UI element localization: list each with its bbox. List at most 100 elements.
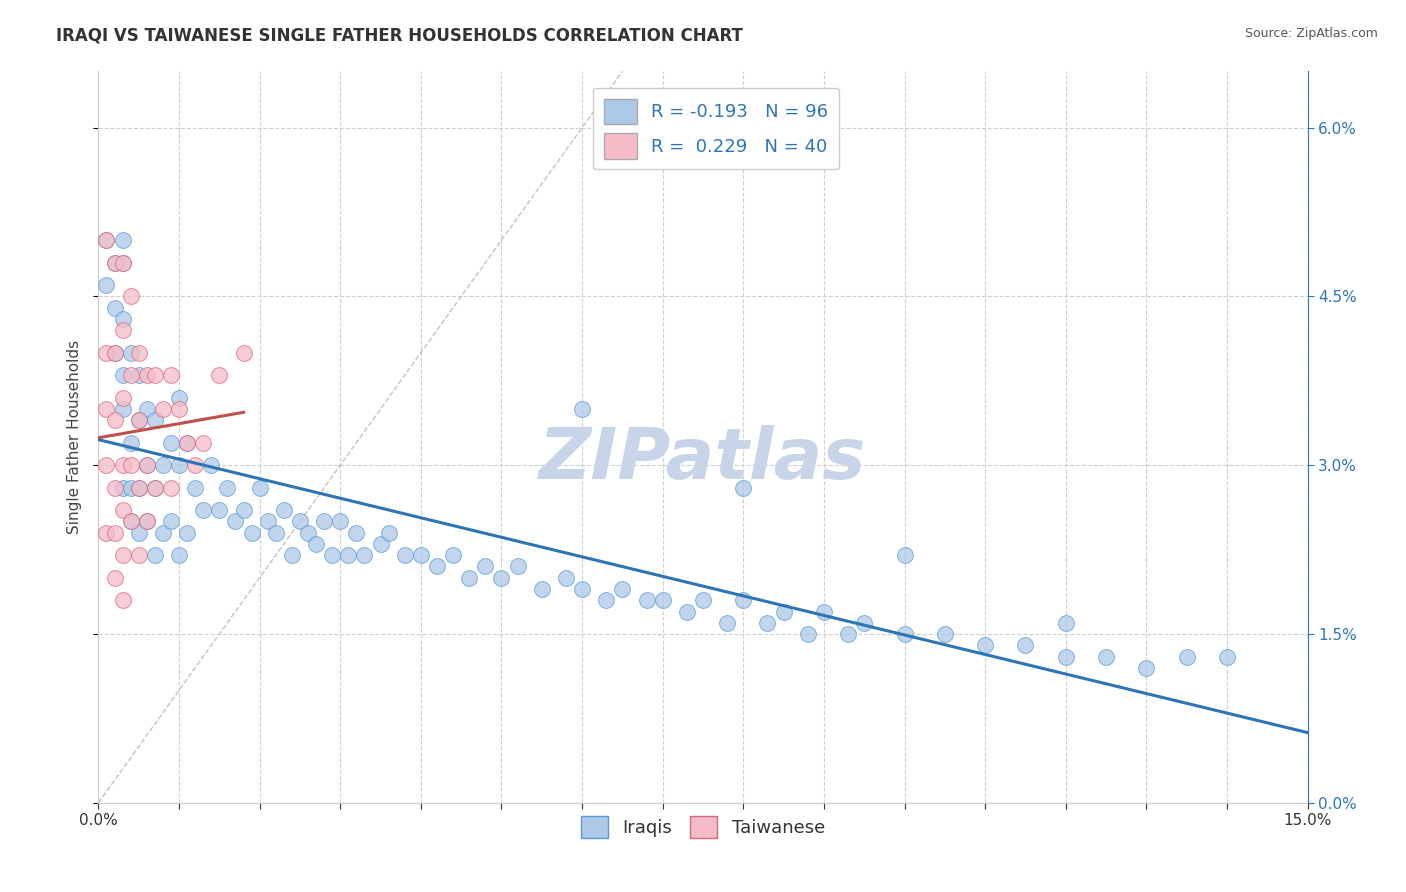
Point: [692, 593, 714, 607]
Point: [143, 481, 166, 495]
Point: [111, 401, 134, 416]
Point: [441, 548, 464, 562]
Point: [135, 515, 157, 529]
Point: [506, 559, 529, 574]
Point: [716, 615, 738, 630]
Point: [297, 525, 319, 540]
Point: [111, 312, 134, 326]
Point: [111, 255, 134, 269]
Point: [595, 593, 617, 607]
Point: [111, 481, 134, 495]
Point: [733, 593, 755, 607]
Point: [103, 345, 125, 359]
Point: [111, 368, 134, 383]
Point: [344, 525, 367, 540]
Point: [370, 537, 392, 551]
Point: [224, 515, 246, 529]
Point: [1095, 649, 1118, 664]
Point: [143, 548, 166, 562]
Point: [120, 481, 142, 495]
Point: [612, 582, 634, 596]
Point: [128, 481, 150, 495]
Point: [176, 435, 198, 450]
Point: [1054, 615, 1077, 630]
Point: [135, 515, 157, 529]
Point: [756, 615, 779, 630]
Point: [249, 481, 271, 495]
Point: [353, 548, 375, 562]
Point: [240, 525, 263, 540]
Point: [305, 537, 328, 551]
Point: [1054, 649, 1077, 664]
Point: [167, 391, 190, 405]
Text: IRAQI VS TAIWANESE SINGLE FATHER HOUSEHOLDS CORRELATION CHART: IRAQI VS TAIWANESE SINGLE FATHER HOUSEHO…: [56, 27, 744, 45]
Point: [135, 368, 157, 383]
Point: [143, 481, 166, 495]
Point: [103, 481, 125, 495]
Point: [160, 481, 183, 495]
Point: [143, 413, 166, 427]
Point: [128, 481, 150, 495]
Point: [128, 368, 150, 383]
Point: [111, 255, 134, 269]
Point: [184, 458, 207, 473]
Point: [103, 301, 125, 315]
Point: [321, 548, 343, 562]
Point: [974, 638, 997, 652]
Point: [135, 458, 157, 473]
Point: [184, 481, 207, 495]
Point: [111, 548, 134, 562]
Point: [120, 345, 142, 359]
Point: [555, 571, 578, 585]
Point: [530, 582, 553, 596]
Point: [893, 548, 915, 562]
Point: [394, 548, 416, 562]
Point: [1014, 638, 1036, 652]
Point: [96, 345, 118, 359]
Point: [571, 401, 593, 416]
Point: [128, 413, 150, 427]
Point: [200, 458, 222, 473]
Point: [111, 503, 134, 517]
Point: [103, 255, 125, 269]
Point: [281, 548, 304, 562]
Point: [96, 458, 118, 473]
Point: [193, 503, 215, 517]
Text: ZIPatlas: ZIPatlas: [540, 425, 866, 493]
Point: [103, 413, 125, 427]
Point: [733, 481, 755, 495]
Point: [135, 401, 157, 416]
Point: [571, 582, 593, 596]
Point: [273, 503, 295, 517]
Point: [797, 627, 820, 641]
Point: [491, 571, 513, 585]
Point: [1135, 661, 1157, 675]
Point: [128, 548, 150, 562]
Point: [120, 515, 142, 529]
Point: [160, 435, 183, 450]
Point: [111, 593, 134, 607]
Point: [160, 515, 183, 529]
Point: [893, 627, 915, 641]
Point: [120, 515, 142, 529]
Point: [111, 391, 134, 405]
Point: [128, 413, 150, 427]
Point: [837, 627, 859, 641]
Point: [329, 515, 352, 529]
Text: Source: ZipAtlas.com: Source: ZipAtlas.com: [1244, 27, 1378, 40]
Point: [1216, 649, 1239, 664]
Point: [128, 525, 150, 540]
Point: [135, 458, 157, 473]
Point: [426, 559, 449, 574]
Point: [103, 345, 125, 359]
Point: [193, 435, 215, 450]
Point: [96, 401, 118, 416]
Point: [143, 368, 166, 383]
Point: [636, 593, 658, 607]
Point: [176, 525, 198, 540]
Point: [337, 548, 360, 562]
Point: [256, 515, 278, 529]
Point: [152, 401, 174, 416]
Point: [152, 458, 174, 473]
Point: [103, 525, 125, 540]
